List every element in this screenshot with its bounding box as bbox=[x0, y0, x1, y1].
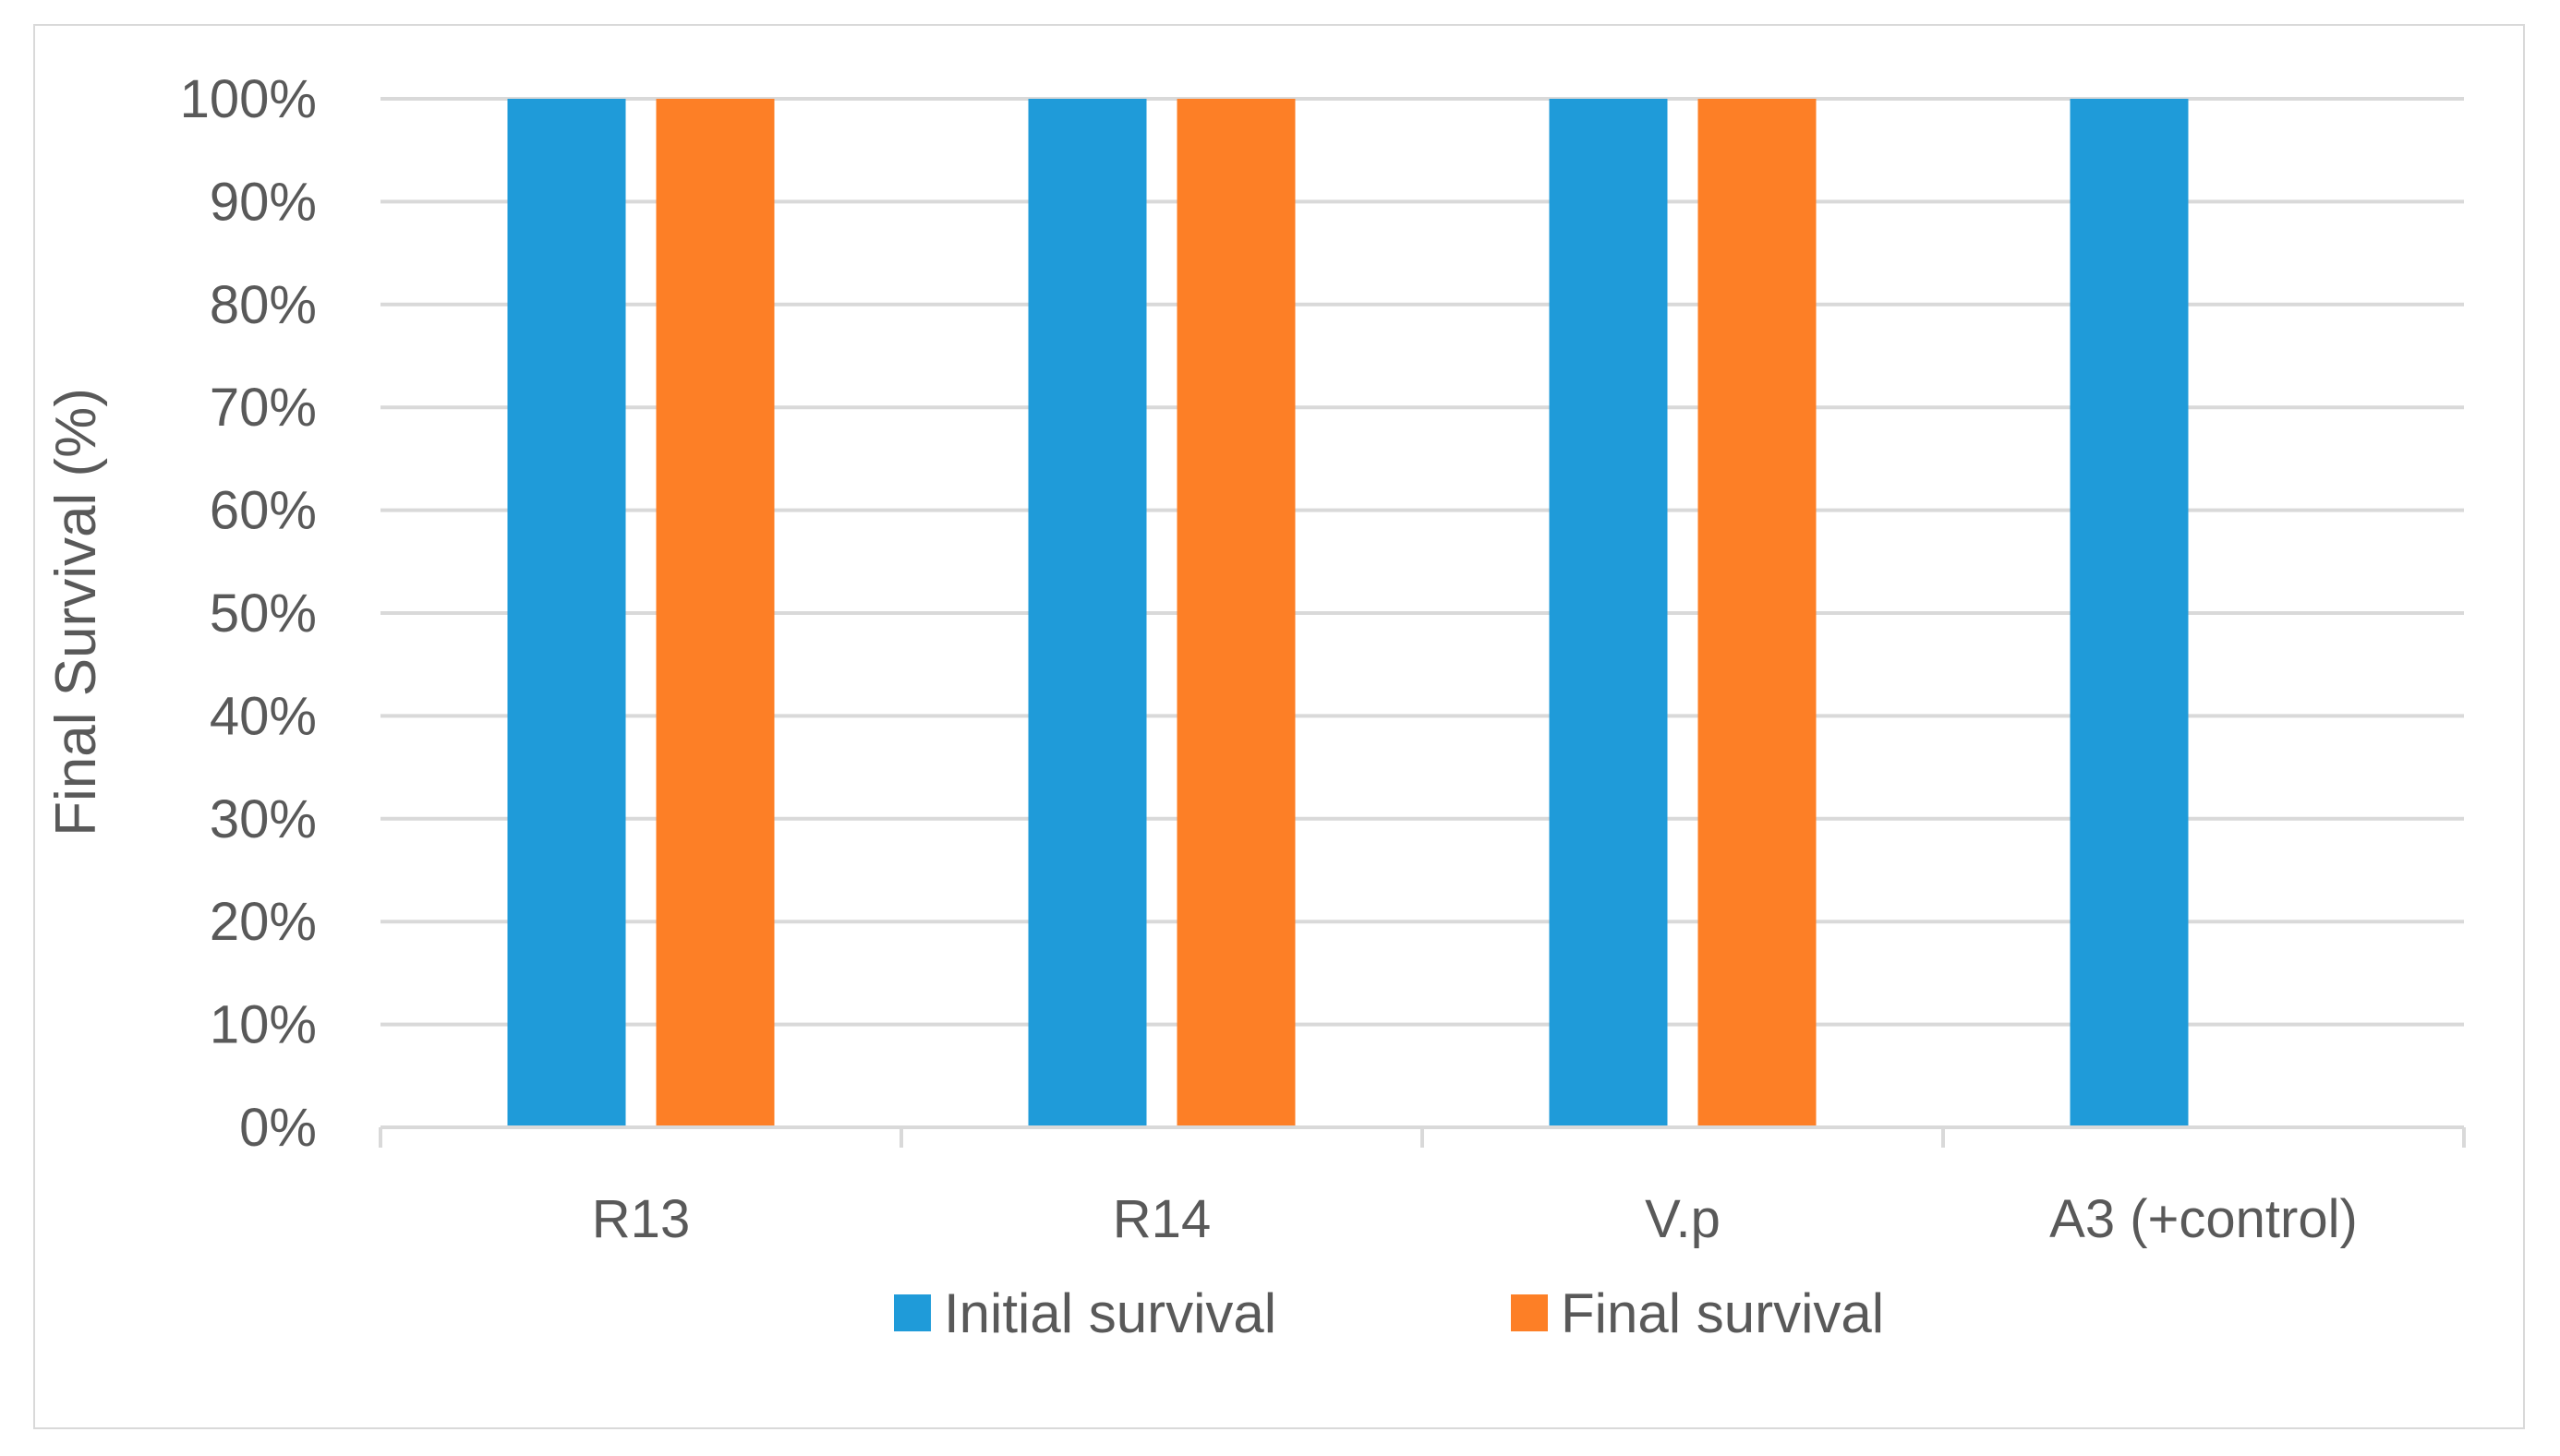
y-tick-label: 80% bbox=[210, 275, 317, 335]
x-axis-ticks: R13 R14 V.p A3 (+control) bbox=[592, 1189, 2358, 1249]
y-tick-label: 30% bbox=[210, 789, 317, 849]
y-tick-label: 90% bbox=[210, 172, 317, 232]
y-tick-label: 60% bbox=[210, 481, 317, 541]
bars bbox=[507, 99, 2189, 1127]
x-tick-label: R14 bbox=[1113, 1189, 1211, 1249]
legend-swatch bbox=[1511, 1294, 1548, 1331]
x-axis bbox=[379, 1125, 2466, 1148]
bar-initial-survival bbox=[1549, 99, 1668, 1127]
bar-final-survival bbox=[1697, 99, 1817, 1127]
y-tick-label: 40% bbox=[210, 686, 317, 746]
y-axis-ticks: 0% 10% 20% 30% 40% 50% 60% 70% 80% 90% 100% bbox=[180, 69, 317, 1158]
legend-label: Initial survival bbox=[944, 1282, 1276, 1344]
y-tick-label: 50% bbox=[210, 584, 317, 644]
y-tick-label: 10% bbox=[210, 995, 317, 1055]
y-tick-label: 100% bbox=[180, 69, 317, 129]
y-tick-label: 70% bbox=[210, 378, 317, 438]
bar-initial-survival bbox=[507, 99, 626, 1127]
bar-final-survival bbox=[656, 99, 775, 1127]
x-tick-label: V.p bbox=[1645, 1189, 1721, 1249]
bar-initial-survival bbox=[1028, 99, 1147, 1127]
y-tick-label: 20% bbox=[210, 892, 317, 952]
x-tick-label: A3 (+control) bbox=[2049, 1189, 2358, 1249]
y-tick-label: 0% bbox=[239, 1098, 317, 1158]
x-tick-label: R13 bbox=[592, 1189, 690, 1249]
legend-swatch bbox=[894, 1294, 931, 1331]
bar-initial-survival bbox=[2070, 99, 2189, 1127]
legend-label: Final survival bbox=[1561, 1282, 1884, 1344]
bar-final-survival bbox=[1177, 99, 1296, 1127]
legend: Initial survival Final survival bbox=[894, 1282, 1884, 1344]
y-axis-title: Final Survival (%) bbox=[44, 388, 108, 836]
